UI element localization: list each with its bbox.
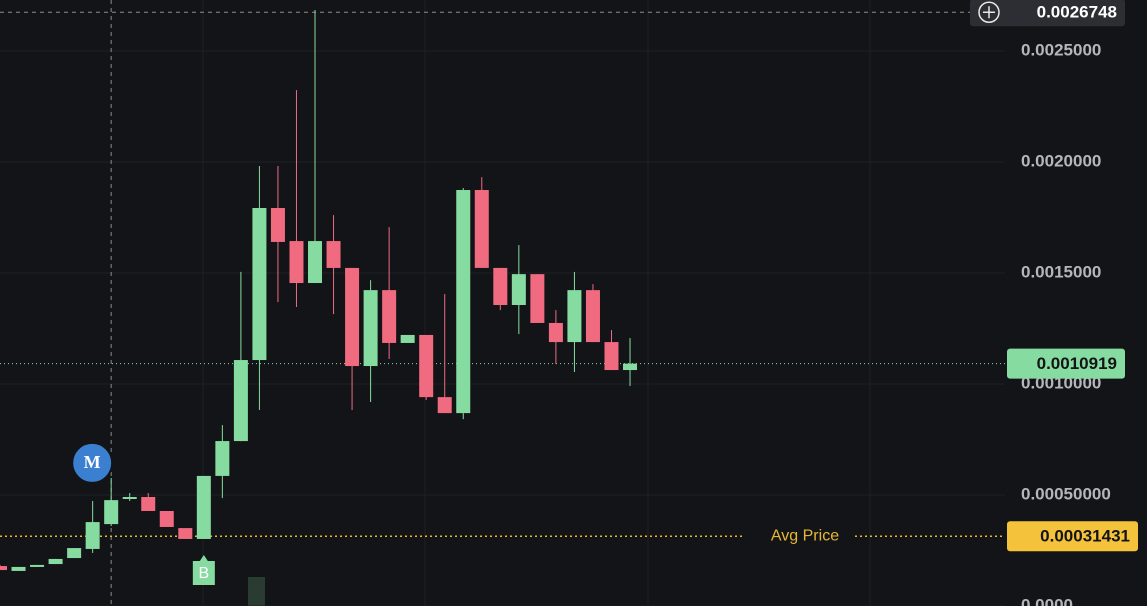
last-price-label: 0.0010919 bbox=[1037, 354, 1117, 373]
candle-body bbox=[326, 241, 341, 268]
last-price-box bbox=[1007, 348, 1125, 379]
candle-body bbox=[0, 566, 7, 571]
candle-body bbox=[474, 190, 489, 268]
candle-body bbox=[178, 528, 193, 539]
candle-body bbox=[382, 290, 397, 343]
candle-body bbox=[159, 510, 174, 527]
candle-body bbox=[511, 274, 526, 305]
candle-body bbox=[567, 290, 582, 343]
crosshair-price-box bbox=[970, 0, 1125, 27]
candle-body bbox=[11, 566, 26, 571]
candle-body bbox=[233, 360, 248, 442]
avg-price-box bbox=[1007, 521, 1138, 552]
y-tick-label: 0.0015000 bbox=[1021, 263, 1101, 282]
marker-label: M bbox=[84, 452, 101, 472]
candle-body bbox=[196, 475, 211, 539]
candle-body bbox=[122, 497, 137, 500]
candle-body bbox=[623, 363, 638, 371]
add-icon bbox=[978, 1, 1000, 24]
avg-price-label: 0.00031431 bbox=[1040, 527, 1130, 546]
candle-body bbox=[308, 241, 323, 284]
marker-badge bbox=[71, 441, 114, 484]
candle-body bbox=[345, 267, 360, 367]
candle-body bbox=[85, 522, 100, 549]
y-tick-label: 0.00050000 bbox=[1021, 484, 1111, 503]
candle-body bbox=[548, 322, 563, 343]
candle-body bbox=[493, 267, 508, 305]
candle-body bbox=[67, 548, 82, 559]
candle-body bbox=[585, 290, 600, 343]
marker-label: B bbox=[198, 565, 209, 582]
y-tick-label: 0.0020000 bbox=[1021, 152, 1101, 171]
candle-body bbox=[104, 500, 119, 525]
candle-body bbox=[289, 241, 304, 284]
candle-body bbox=[437, 397, 452, 414]
y-tick-label: 0.0025000 bbox=[1021, 41, 1101, 60]
candle-body bbox=[419, 334, 434, 398]
crosshair-price-label: 0.0026748 bbox=[1037, 3, 1117, 22]
add-icon-plus bbox=[983, 6, 995, 19]
y-tick-label: 0.0000 bbox=[1021, 595, 1073, 606]
candle-body bbox=[141, 497, 156, 511]
candle-body bbox=[252, 207, 267, 361]
candle-body bbox=[456, 190, 471, 414]
candle-body bbox=[48, 558, 63, 565]
candle-body bbox=[530, 274, 545, 323]
candle-body bbox=[30, 564, 45, 567]
avg-price-text: Avg Price bbox=[771, 527, 839, 544]
marker-badge bbox=[192, 554, 215, 585]
candle-body bbox=[400, 334, 415, 343]
candle-body bbox=[215, 441, 230, 476]
volume-bar bbox=[248, 577, 265, 606]
candle-body bbox=[604, 342, 619, 371]
candle-body bbox=[363, 290, 378, 367]
candle-body bbox=[270, 207, 285, 242]
